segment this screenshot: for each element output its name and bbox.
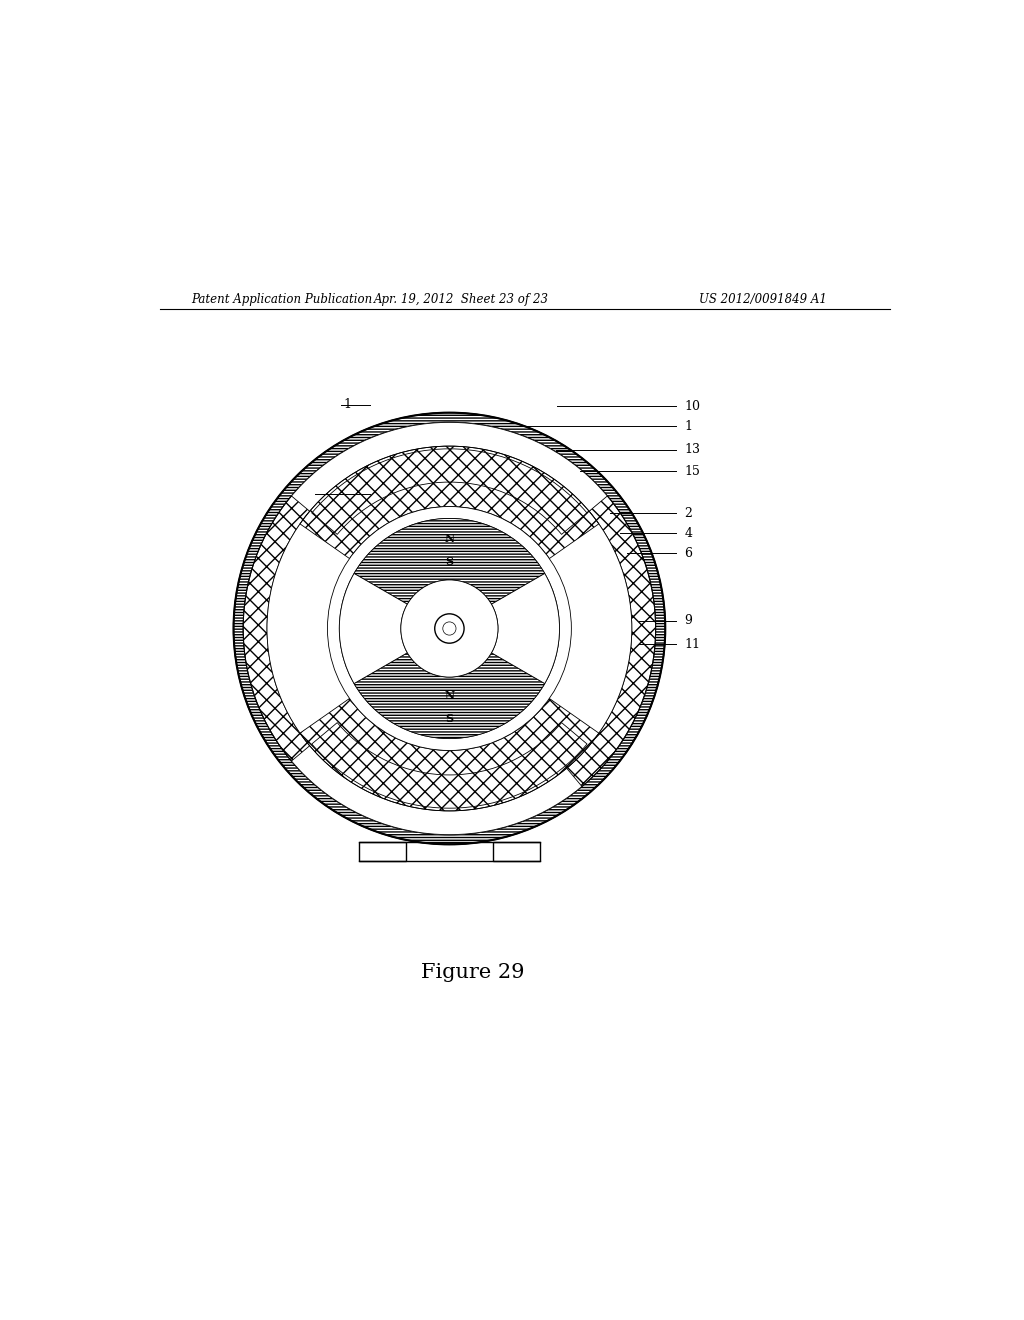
Text: 11: 11 — [684, 638, 700, 651]
Text: 6: 6 — [684, 546, 692, 560]
Circle shape — [435, 614, 464, 643]
Wedge shape — [311, 722, 587, 808]
Text: N: N — [444, 690, 455, 701]
Text: 1: 1 — [344, 399, 352, 412]
Text: 15: 15 — [684, 465, 700, 478]
Text: 2: 2 — [684, 507, 692, 520]
Wedge shape — [354, 653, 545, 739]
Wedge shape — [354, 519, 545, 605]
Wedge shape — [300, 446, 599, 558]
Circle shape — [400, 579, 498, 677]
Wedge shape — [311, 449, 587, 535]
Bar — [358, 842, 407, 861]
Circle shape — [339, 519, 559, 739]
Bar — [493, 842, 540, 861]
Wedge shape — [300, 698, 599, 810]
Wedge shape — [566, 496, 655, 787]
Text: 13: 13 — [684, 444, 700, 457]
Text: 10: 10 — [684, 400, 700, 413]
Wedge shape — [339, 573, 408, 684]
Wedge shape — [244, 496, 309, 762]
Text: 4: 4 — [684, 527, 692, 540]
Wedge shape — [292, 422, 607, 511]
Text: 3: 3 — [344, 487, 352, 500]
Wedge shape — [292, 746, 607, 834]
Text: US 2012/0091849 A1: US 2012/0091849 A1 — [699, 293, 827, 306]
Text: 9: 9 — [684, 614, 692, 627]
Text: S: S — [445, 713, 454, 725]
Text: Patent Application Publication: Patent Application Publication — [191, 293, 373, 306]
Circle shape — [328, 507, 571, 751]
Wedge shape — [492, 573, 559, 684]
Text: Apr. 19, 2012  Sheet 23 of 23: Apr. 19, 2012 Sheet 23 of 23 — [374, 293, 549, 306]
Text: N: N — [444, 532, 455, 544]
Text: S: S — [445, 556, 454, 568]
Text: 1: 1 — [684, 420, 692, 433]
Text: Figure 29: Figure 29 — [422, 962, 525, 982]
